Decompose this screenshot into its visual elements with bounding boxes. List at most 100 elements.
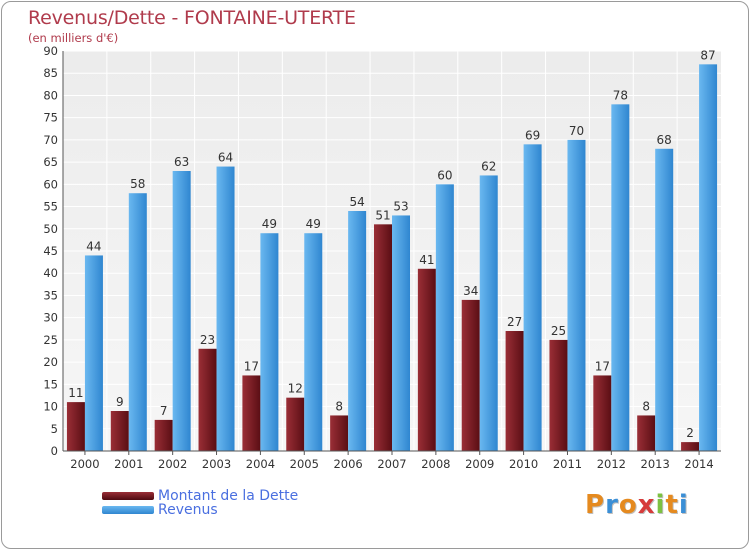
bar-dette	[66, 402, 85, 451]
data-label-dette: 27	[507, 315, 522, 329]
bar-dette	[110, 411, 129, 451]
data-label-revenus: 60	[437, 168, 452, 182]
data-label-revenus: 70	[569, 124, 584, 138]
data-label-dette: 7	[160, 404, 168, 418]
logo-letter: t	[665, 490, 679, 520]
x-tick-label: 2008	[421, 457, 450, 471]
legend-item-revenus: Revenus	[102, 502, 218, 518]
bar-dette	[549, 339, 568, 451]
data-label-dette: 9	[116, 395, 124, 409]
y-tick-label: 0	[51, 444, 58, 458]
bar-dette	[286, 397, 305, 451]
y-tick-label: 60	[43, 177, 58, 191]
bar-dette	[198, 348, 217, 451]
bar-revenus	[304, 233, 323, 451]
data-label-revenus: 63	[174, 155, 189, 169]
data-label-revenus: 54	[349, 195, 364, 209]
y-tick-label: 90	[43, 44, 58, 58]
y-tick-label: 75	[43, 111, 58, 125]
y-tick-label: 65	[43, 155, 58, 169]
logo-letter: o	[618, 490, 638, 520]
data-label-revenus: 44	[86, 239, 101, 253]
data-label-dette: 17	[595, 359, 610, 373]
y-tick-label: 5	[51, 422, 58, 436]
y-tick-label: 45	[43, 244, 58, 258]
y-tick-label: 55	[43, 200, 58, 214]
x-tick-label: 2000	[70, 457, 99, 471]
logo-letter: i	[655, 490, 666, 520]
data-label-dette: 34	[463, 284, 478, 298]
x-tick-label: 2004	[246, 457, 275, 471]
data-label-revenus: 53	[393, 199, 408, 213]
y-tick-label: 80	[43, 88, 58, 102]
bar-dette	[154, 419, 173, 451]
bar-revenus	[172, 171, 191, 451]
data-label-revenus: 58	[130, 177, 145, 191]
bar-dette	[593, 375, 612, 451]
bar-dette	[461, 299, 480, 451]
x-tick-label: 2003	[202, 457, 231, 471]
legend-label-revenus: Revenus	[158, 502, 218, 518]
data-label-dette: 41	[419, 253, 434, 267]
bar-dette	[637, 415, 656, 451]
bar-revenus	[128, 193, 147, 451]
bar-revenus	[260, 233, 279, 451]
data-label-dette: 51	[375, 208, 390, 222]
y-tick-label: 40	[43, 266, 58, 280]
data-label-dette: 8	[642, 399, 650, 413]
bar-revenus	[479, 175, 498, 451]
logo-letter: x	[637, 490, 656, 520]
bar-dette	[330, 415, 349, 451]
bar-revenus	[655, 148, 674, 451]
bar-revenus	[435, 184, 454, 452]
data-label-revenus: 69	[525, 128, 540, 142]
data-label-dette: 17	[244, 359, 259, 373]
logo-letter: r	[605, 490, 619, 520]
chart-title: Revenus/Dette - FONTAINE-UTERTE	[28, 7, 356, 29]
data-label-dette: 8	[335, 399, 343, 413]
x-tick-label: 2006	[333, 457, 362, 471]
x-tick-label: 2014	[684, 457, 713, 471]
bar-revenus	[611, 104, 630, 451]
x-tick-label: 2007	[377, 457, 406, 471]
data-label-revenus: 68	[657, 133, 672, 147]
logo-letter: P	[585, 490, 606, 520]
legend-swatch-dette	[102, 492, 154, 500]
y-tick-label: 50	[43, 222, 58, 236]
x-tick-label: 2009	[465, 457, 494, 471]
y-tick-label: 30	[43, 311, 58, 325]
bar-dette	[681, 442, 700, 451]
bar-revenus	[392, 215, 410, 451]
bar-dette	[242, 375, 261, 451]
x-tick-label: 2012	[597, 457, 626, 471]
y-tick-label: 35	[43, 288, 58, 302]
bar-revenus	[523, 144, 542, 452]
x-tick-label: 2010	[509, 457, 538, 471]
y-tick-label: 70	[43, 133, 58, 147]
logo-letter: i	[678, 490, 689, 520]
x-tick-label: 2005	[290, 457, 319, 471]
x-tick-label: 2011	[553, 457, 582, 471]
y-tick-label: 20	[43, 355, 58, 369]
bar-revenus	[216, 166, 235, 452]
data-label-revenus: 78	[613, 88, 628, 102]
bar-dette	[417, 268, 436, 451]
proxiti-logo: Proxiti	[585, 490, 689, 520]
bar-revenus	[84, 255, 103, 451]
x-tick-label: 2002	[158, 457, 187, 471]
data-label-revenus: 64	[218, 151, 233, 165]
x-tick-label: 2013	[641, 457, 670, 471]
x-tick-label: 2001	[114, 457, 143, 471]
data-label-revenus: 49	[306, 217, 321, 231]
bar-revenus	[699, 64, 718, 452]
y-tick-label: 10	[43, 400, 58, 414]
data-label-dette: 2	[686, 426, 694, 440]
bar-dette	[374, 224, 392, 451]
legend-label-dette: Montant de la Dette	[158, 488, 299, 504]
data-label-dette: 25	[551, 324, 566, 338]
y-tick-label: 25	[43, 333, 58, 347]
legend-swatch-revenus	[102, 506, 154, 514]
bar-revenus	[567, 139, 586, 451]
